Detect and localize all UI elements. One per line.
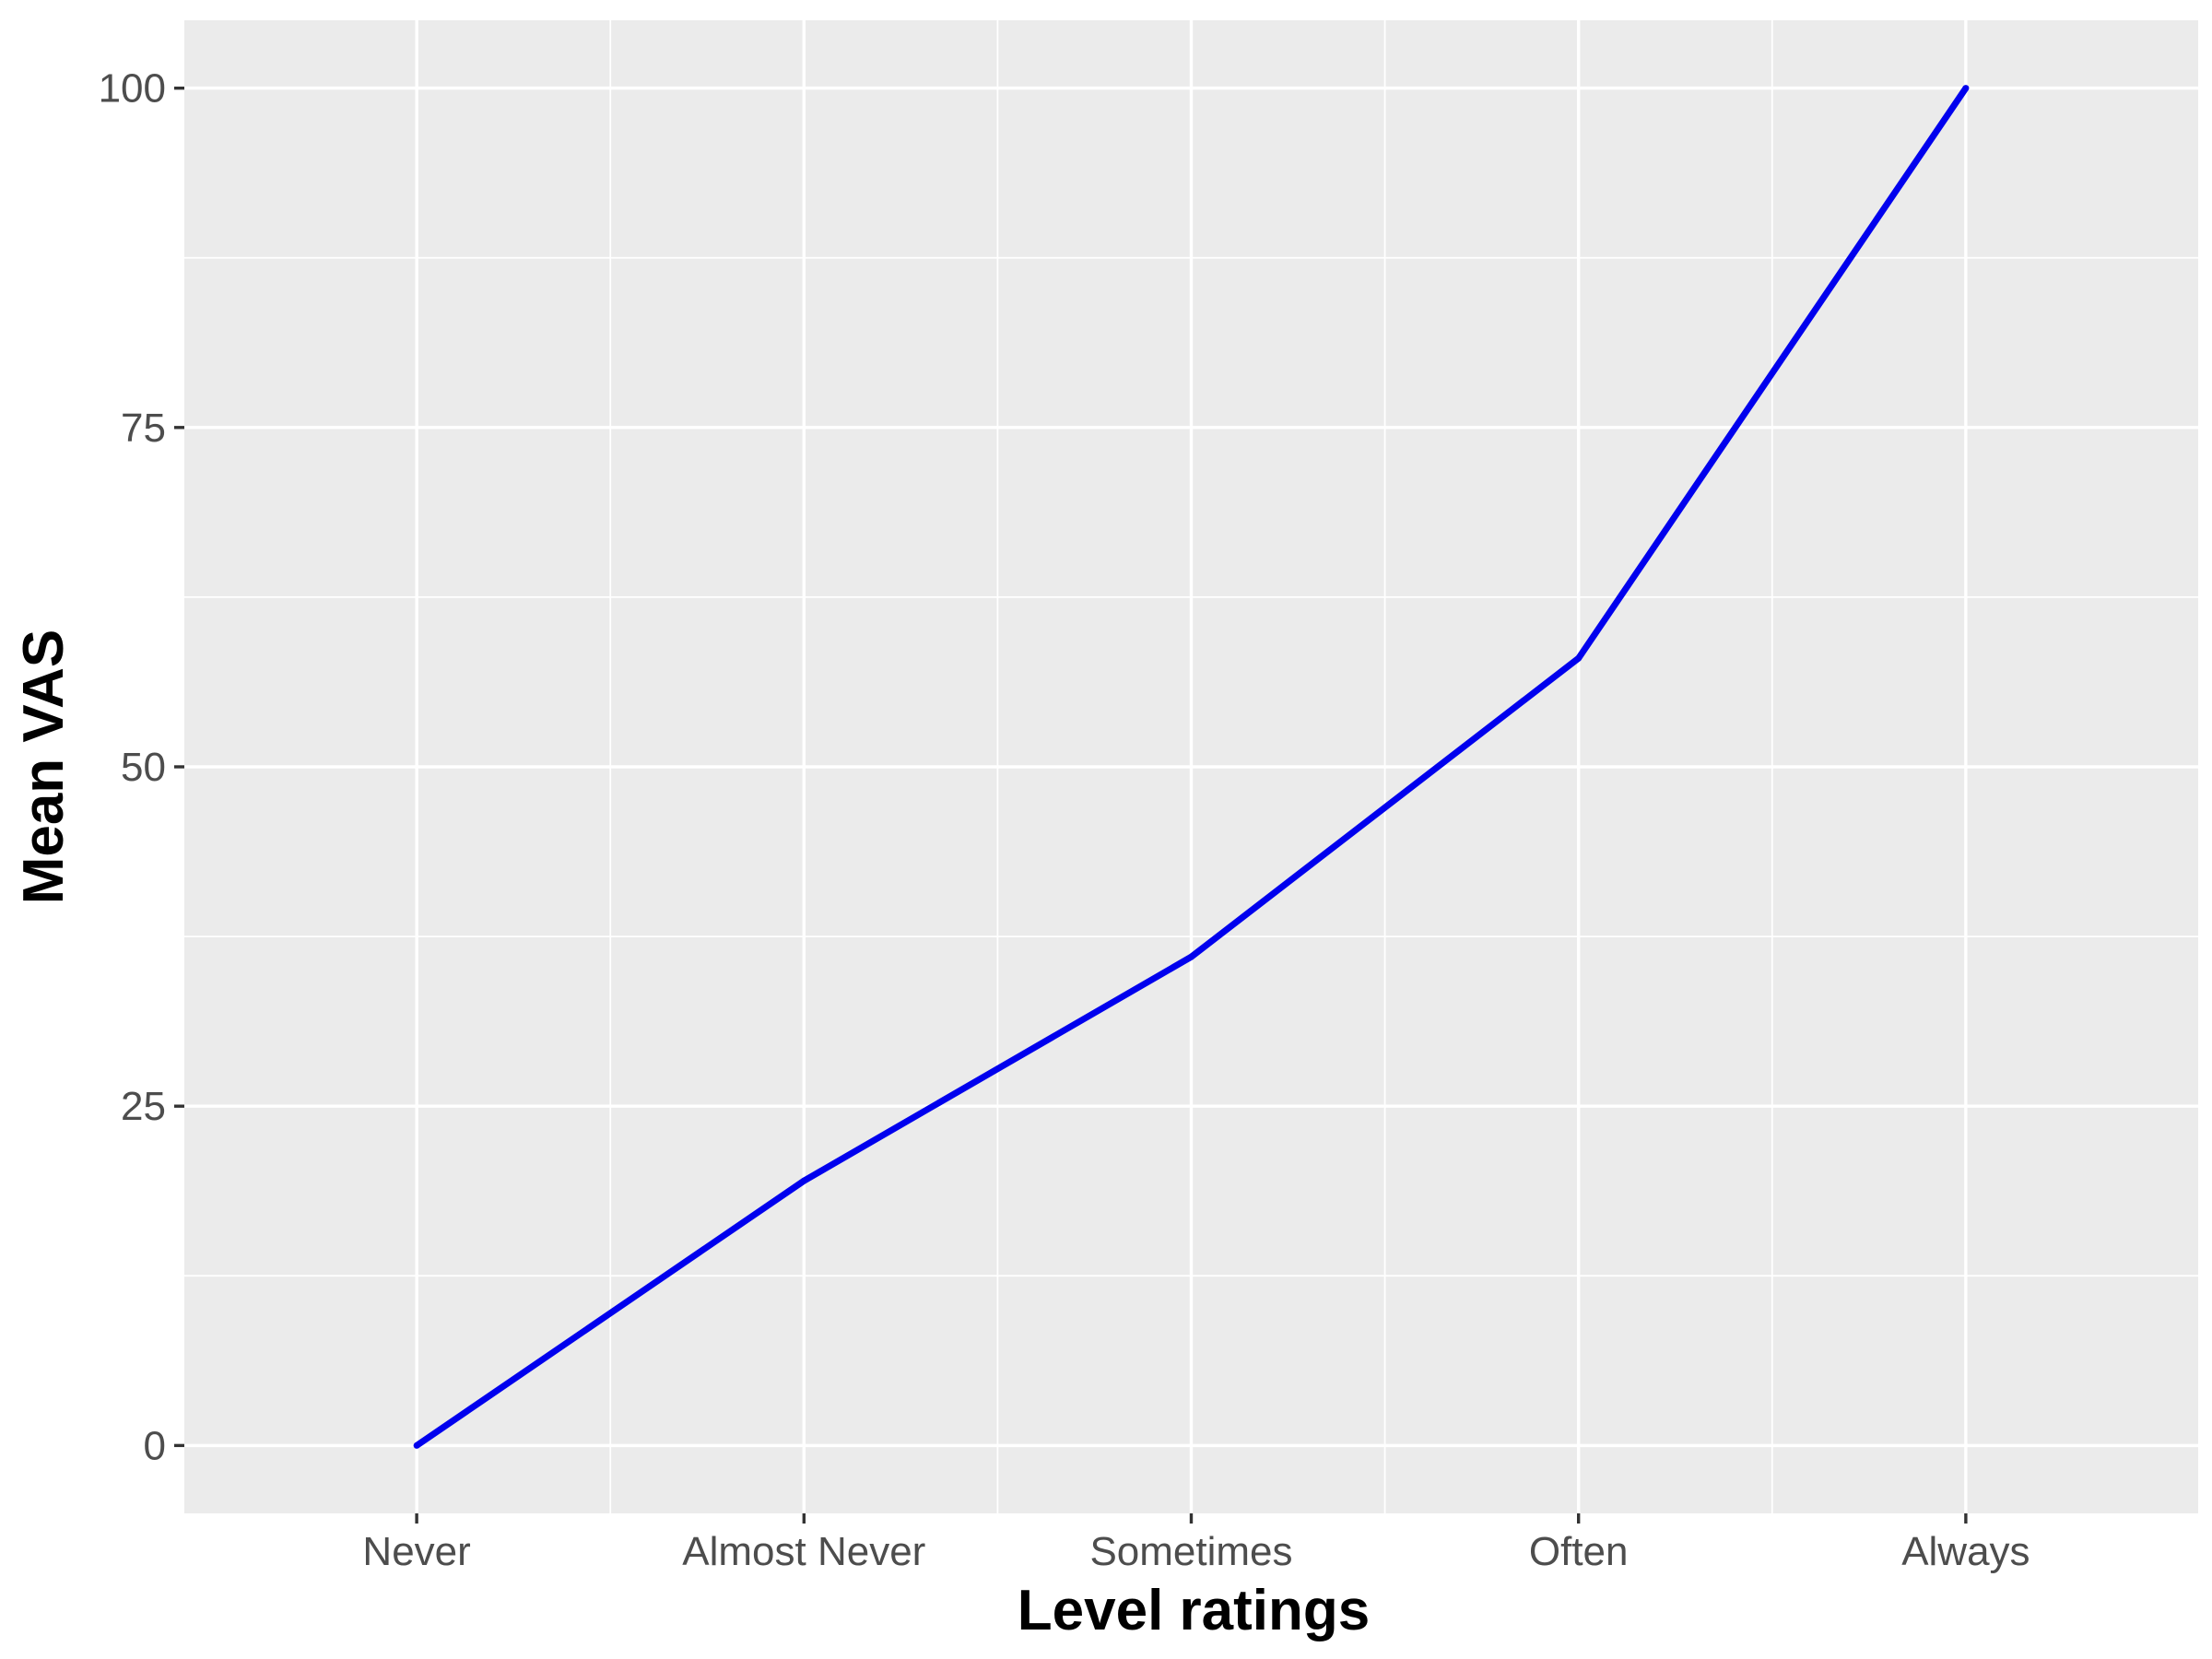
data-point: [1962, 85, 1970, 92]
x-tick-label: Sometimes: [1089, 1529, 1292, 1574]
data-point: [1575, 654, 1583, 662]
y-tick-label: 75: [121, 406, 166, 451]
x-axis-title: Level ratings: [1018, 1579, 1370, 1642]
data-point: [800, 1177, 807, 1184]
data-point: [1188, 953, 1194, 960]
series-layer: [413, 85, 1970, 1449]
x-tick-label: Almost Never: [682, 1529, 925, 1574]
data-point: [413, 1441, 420, 1449]
y-tick-label: 50: [121, 745, 166, 790]
x-tick-label: Never: [362, 1529, 470, 1574]
y-axis: 0 25 50 75 100: [99, 66, 184, 1468]
y-tick-label: 25: [121, 1084, 166, 1129]
y-axis-title: Mean VAS: [12, 629, 76, 905]
x-tick-label: Often: [1529, 1529, 1629, 1574]
x-axis: Never Almost Never Sometimes Often Always: [362, 1513, 2030, 1574]
y-tick-label: 0: [144, 1423, 166, 1468]
y-tick-label: 100: [99, 66, 166, 112]
x-tick-label: Always: [1901, 1529, 2030, 1574]
major-gridlines: [184, 20, 2198, 1513]
